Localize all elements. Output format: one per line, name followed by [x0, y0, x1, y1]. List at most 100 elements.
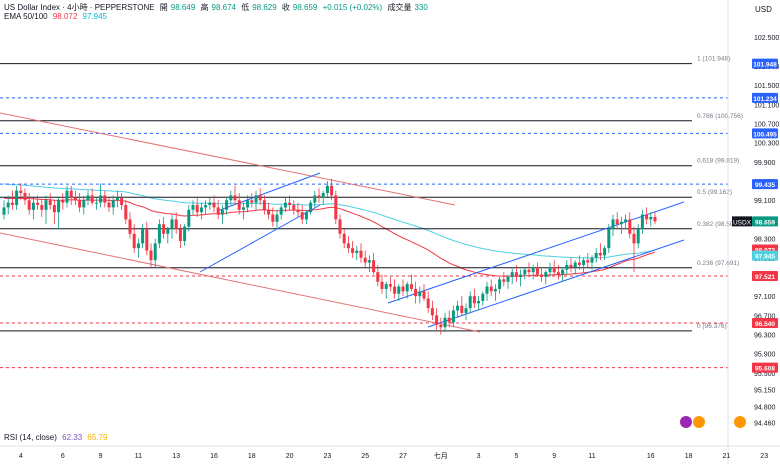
candle-body — [464, 308, 468, 313]
candle-body — [40, 205, 44, 210]
candle-body — [355, 250, 359, 253]
candle-body — [15, 190, 19, 206]
candle-body — [653, 217, 657, 222]
y-tick-label: 99.900 — [754, 160, 776, 167]
candle-body — [195, 205, 199, 213]
candle-body — [498, 279, 502, 289]
candle-body — [57, 200, 61, 213]
x-tick-label: 16 — [210, 453, 218, 460]
candle-body — [443, 317, 447, 328]
candle-body — [447, 317, 451, 323]
candle-body — [199, 207, 203, 213]
candle-body — [540, 274, 544, 277]
candle-body — [569, 264, 573, 268]
candle-body — [380, 281, 384, 289]
candle-body — [94, 202, 98, 204]
currency-label[interactable]: USD — [755, 5, 772, 14]
x-tick-label: 4 — [19, 453, 23, 460]
ema-legend[interactable]: EMA 50/100 98.072 97.945 — [4, 12, 110, 21]
us-flag-icon[interactable] — [693, 416, 705, 428]
y-tick-label: 96.700 — [754, 313, 776, 320]
candle-body — [544, 272, 548, 277]
candle-body — [128, 219, 132, 234]
candle-body — [607, 228, 611, 249]
candle-body — [36, 202, 40, 206]
candle-body — [401, 286, 405, 292]
x-tick-label: 18 — [685, 453, 693, 460]
candle-body — [598, 252, 602, 256]
candle-body — [2, 207, 6, 215]
price-badge-label: 97.521 — [755, 274, 775, 281]
close-value: 98.659 — [292, 3, 318, 12]
candle-body — [111, 200, 115, 208]
candle-body — [388, 284, 392, 287]
candle-body — [174, 219, 178, 229]
time-axis: 4 6 9 11 13 16 18 20 23 25 27 七月 3 5 9 11 16 18 21 23 — [19, 451, 768, 460]
symbol-header: US Dollar Index · 4小時 · PEPPERSTONE 開 98.… — [4, 2, 431, 13]
rsi-legend[interactable]: RSI (14, close) 62.33 65.79 — [4, 433, 110, 442]
candle-body — [23, 193, 27, 201]
candle-body — [183, 226, 187, 241]
candle-body — [489, 286, 493, 292]
y-tick-label: 100.300 — [754, 141, 779, 148]
high-value: 98.674 — [211, 3, 236, 12]
candle-body — [124, 205, 128, 220]
candle-body — [191, 205, 195, 210]
candle-body — [523, 269, 527, 275]
price-badge-label: 98.659 — [755, 219, 775, 226]
trend-lines — [0, 112, 685, 333]
candle-body — [317, 195, 321, 198]
candle-body — [351, 248, 355, 253]
candle-body — [69, 190, 73, 198]
price-badge-label: 101.234 — [753, 96, 777, 103]
candle-body — [225, 200, 229, 210]
candle-body — [456, 305, 460, 311]
change-value: +0.015 (+0.02%) — [322, 3, 383, 12]
fib-level-label: 0.618 (99.819) — [697, 158, 739, 165]
candle-body — [615, 219, 619, 225]
candle-body — [397, 286, 401, 294]
symbol-tag-label: USDX — [733, 219, 752, 226]
y-tick-label: 94.800 — [754, 404, 776, 411]
candle-body — [31, 202, 35, 210]
candle-body — [145, 228, 149, 251]
x-tick-label: 5 — [514, 453, 518, 460]
candle-body — [10, 202, 14, 206]
candle-body — [162, 224, 166, 234]
price-badge — [752, 270, 778, 281]
candle-body — [170, 219, 174, 229]
candle-body — [120, 197, 124, 206]
open-value: 98.649 — [170, 3, 196, 12]
x-tick-label: 9 — [99, 453, 103, 460]
candle-body — [309, 202, 313, 213]
candle-body — [582, 260, 586, 265]
fib-level-label: 0.786 (100.756) — [697, 113, 743, 120]
rsi-label: RSI (14, close) — [4, 433, 57, 442]
downtrend-upper-line — [0, 112, 456, 206]
candle-body — [561, 269, 565, 275]
flash-event-icon[interactable] — [680, 416, 692, 428]
candle-body — [78, 200, 82, 208]
candle-body — [103, 195, 107, 203]
candle-body — [485, 286, 489, 294]
candle-body — [468, 296, 472, 309]
candle-body — [535, 267, 539, 275]
candle-body — [325, 185, 329, 194]
price-badge-label: 100.495 — [753, 131, 777, 138]
candle-body — [82, 200, 86, 208]
candle-body — [157, 224, 161, 244]
candle-body — [342, 233, 346, 244]
candle-body — [275, 214, 279, 222]
candle-body — [422, 291, 426, 299]
low-label: 低 — [241, 3, 250, 12]
x-tick-label: 11 — [135, 453, 142, 460]
us-flag-icon-right[interactable] — [734, 416, 746, 428]
candle-body — [65, 190, 69, 203]
candle-body — [107, 202, 111, 208]
y-tick-label: 94.460 — [754, 421, 776, 428]
candle-body — [481, 293, 485, 301]
fib-level-label: 0.5 (99.162) — [697, 189, 732, 196]
price-badge-label: 99.435 — [755, 182, 775, 189]
